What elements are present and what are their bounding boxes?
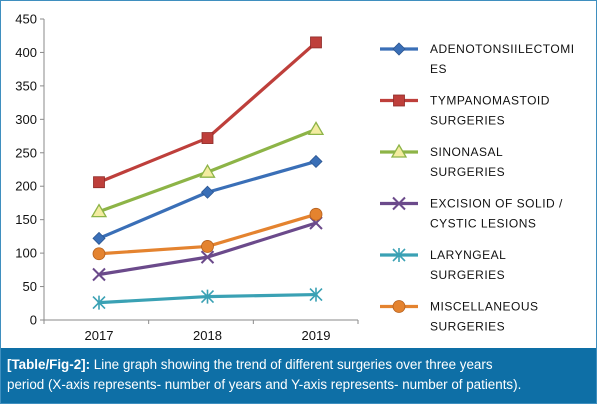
legend-marker: [393, 94, 405, 107]
legend-label: CYSTIC LESIONS: [430, 217, 536, 231]
x-tick-label: 2018: [193, 328, 222, 343]
legend-label: ADENOTONSIILECTOMI: [430, 42, 575, 56]
x-tick-label: 2019: [302, 328, 331, 343]
legend-marker: [392, 42, 406, 56]
data-point: [200, 185, 215, 199]
legend-marker: [390, 143, 408, 158]
caption-label: [Table/Fig-2]:: [7, 357, 91, 372]
data-point: [92, 231, 106, 245]
caption-line-1: Line graph showing the trend of differen…: [90, 357, 493, 372]
y-tick-label: 250: [15, 145, 37, 160]
legend-label: ES: [430, 62, 447, 76]
series-line: [97, 40, 318, 184]
data-point: [92, 295, 106, 310]
legend-label: SURGERIES: [430, 165, 505, 179]
x-tick-label: 2017: [85, 328, 114, 343]
data-point: [307, 121, 325, 136]
y-tick-label: 200: [15, 179, 37, 194]
y-tick-label: 300: [15, 112, 37, 127]
data-point: [93, 176, 105, 189]
data-point: [92, 247, 106, 261]
legend-label: LARYNGEAL: [430, 248, 506, 262]
y-tick-label: 400: [15, 45, 37, 60]
legend-label: MISCELLANEOUS: [430, 300, 539, 314]
y-tick-label: 50: [23, 279, 37, 294]
data-point: [90, 203, 108, 218]
data-point: [200, 250, 215, 264]
y-tick-label: 450: [15, 12, 37, 27]
legend-label: SURGERIES: [430, 268, 505, 282]
legend-label: TYMPANOMASTOID: [430, 94, 550, 108]
caption-line-2: period (X-axis represents- number of yea…: [7, 377, 522, 392]
legend-label: SURGERIES: [430, 114, 505, 128]
y-tick-label: 100: [15, 246, 37, 261]
y-tick-label: 0: [30, 313, 37, 328]
data-point: [201, 132, 214, 144]
legend-label: EXCISION OF SOLID /: [430, 197, 563, 211]
figure-caption: [Table/Fig-2]: Line graph showing the tr…: [1, 348, 596, 403]
data-point: [201, 240, 214, 253]
line-chart: 0 50 100 150 200 250 300 350 400 450 2017 2018 2019 A…: [15, 12, 575, 344]
legend-label: SURGERIES: [430, 320, 505, 334]
data-point: [309, 287, 323, 302]
data-point: [200, 289, 215, 304]
data-point: [309, 154, 323, 169]
legend-marker: [392, 300, 406, 313]
data-point: [310, 36, 322, 49]
data-point: [309, 207, 323, 221]
legend-marker: [392, 196, 406, 211]
legend-marker: [392, 248, 406, 262]
data-point: [199, 163, 216, 178]
data-point: [92, 267, 106, 282]
legend-label: SINONASAL: [430, 145, 503, 159]
y-tick-label: 350: [15, 78, 37, 93]
y-tick-label: 150: [15, 212, 37, 227]
